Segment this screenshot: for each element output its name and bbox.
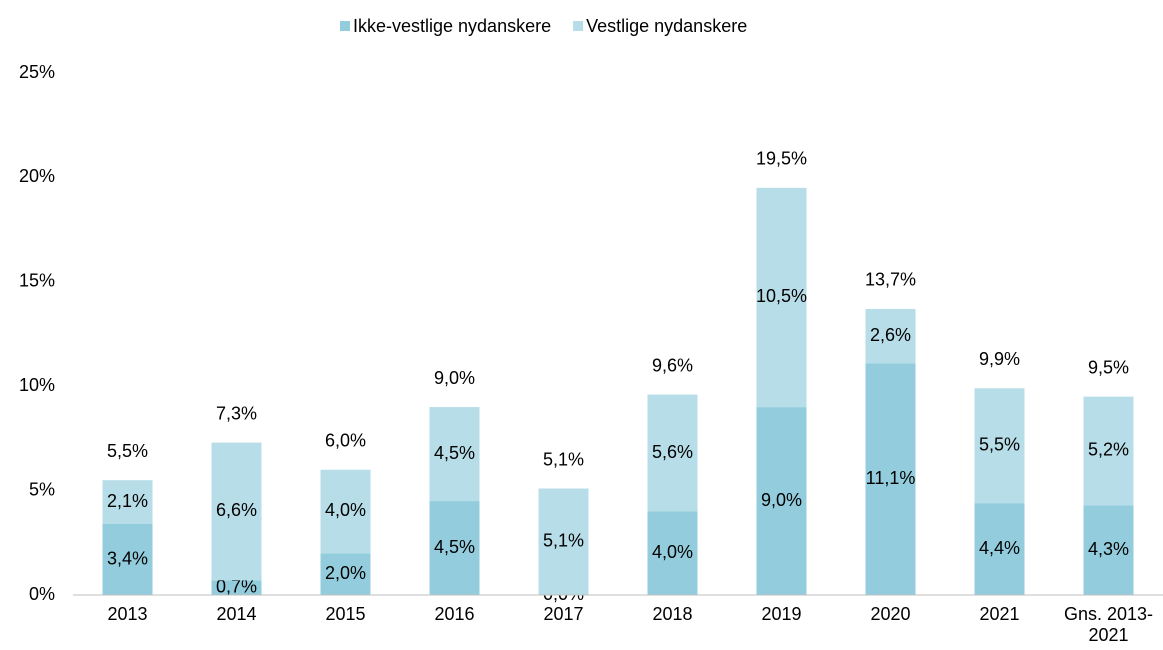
total-label: 5,1% bbox=[543, 449, 584, 469]
bar-segment bbox=[102, 524, 153, 595]
total-label: 7,3% bbox=[216, 403, 257, 423]
data-label: 4,5% bbox=[434, 537, 475, 557]
data-label: 3,4% bbox=[107, 548, 148, 568]
total-label: 9,0% bbox=[434, 368, 475, 388]
data-label: 5,5% bbox=[979, 434, 1020, 454]
y-tick-label: 15% bbox=[19, 271, 55, 291]
legend-label: Ikke-vestlige nydanskere bbox=[353, 16, 551, 36]
bar-segment bbox=[865, 363, 916, 595]
data-label: 9,0% bbox=[761, 490, 802, 510]
bar-segment bbox=[429, 407, 480, 502]
legend-swatch bbox=[340, 21, 350, 31]
total-label: 6,0% bbox=[325, 430, 366, 450]
data-label: 4,3% bbox=[1088, 539, 1129, 559]
data-label: 2,1% bbox=[107, 491, 148, 511]
y-tick-label: 0% bbox=[29, 584, 55, 604]
bar-segment bbox=[974, 388, 1025, 504]
total-label: 5,5% bbox=[107, 441, 148, 461]
y-tick-label: 20% bbox=[19, 166, 55, 186]
total-label: 13,7% bbox=[865, 270, 916, 290]
y-tick-label: 10% bbox=[19, 375, 55, 395]
bar-segment bbox=[211, 442, 262, 581]
data-label: 4,0% bbox=[652, 542, 693, 562]
x-tick-label: 2013 bbox=[107, 604, 148, 624]
data-label: 5,2% bbox=[1088, 440, 1129, 460]
x-tick-label: Gns. 2013- 2021 bbox=[1063, 604, 1154, 645]
bar-segment bbox=[647, 511, 698, 595]
bar-segment bbox=[756, 407, 807, 595]
data-label: 2,0% bbox=[325, 563, 366, 583]
data-label: 5,1% bbox=[543, 531, 584, 551]
bar-segment bbox=[211, 580, 262, 595]
data-label: 4,4% bbox=[979, 538, 1020, 558]
bar-segment bbox=[538, 488, 589, 595]
bar-segment bbox=[1083, 505, 1134, 595]
x-tick-label: 2017 bbox=[543, 604, 584, 624]
total-label: 9,9% bbox=[979, 349, 1020, 369]
x-tick-label: 2020 bbox=[870, 604, 911, 624]
bar-segment bbox=[974, 503, 1025, 595]
data-label: 11,1% bbox=[866, 468, 916, 488]
data-label: 10,5% bbox=[756, 286, 807, 306]
x-tick-label: 2015 bbox=[325, 604, 366, 624]
y-tick-label: 5% bbox=[29, 479, 55, 499]
total-label: 9,5% bbox=[1088, 357, 1129, 377]
x-tick-label: 2016 bbox=[434, 604, 475, 624]
data-label: 4,0% bbox=[325, 500, 366, 520]
y-tick-label: 25% bbox=[19, 62, 55, 82]
bar-segment bbox=[102, 480, 153, 525]
bar-segment bbox=[1083, 396, 1134, 506]
legend-label: Vestlige nydanskere bbox=[586, 16, 747, 36]
data-label: 0,7% bbox=[216, 576, 257, 596]
x-tick-label: 2014 bbox=[216, 604, 257, 624]
bar-segment bbox=[320, 469, 371, 554]
total-label: 9,6% bbox=[652, 355, 693, 375]
bar-segment bbox=[865, 308, 916, 364]
total-label: 19,5% bbox=[756, 149, 807, 169]
bar-segment bbox=[647, 394, 698, 512]
x-tick-label: 2019 bbox=[761, 604, 802, 624]
data-label: 2,6% bbox=[870, 325, 911, 345]
x-tick-label: 2021 bbox=[979, 604, 1020, 624]
bar-segment bbox=[756, 187, 807, 408]
data-label: 5,6% bbox=[652, 442, 693, 462]
x-tick-label: 2018 bbox=[652, 604, 693, 624]
bar-segment bbox=[429, 501, 480, 595]
legend-swatch bbox=[573, 21, 584, 31]
bar-segment bbox=[320, 553, 371, 595]
data-label: 6,6% bbox=[216, 500, 257, 520]
data-label: 4,5% bbox=[434, 443, 475, 463]
